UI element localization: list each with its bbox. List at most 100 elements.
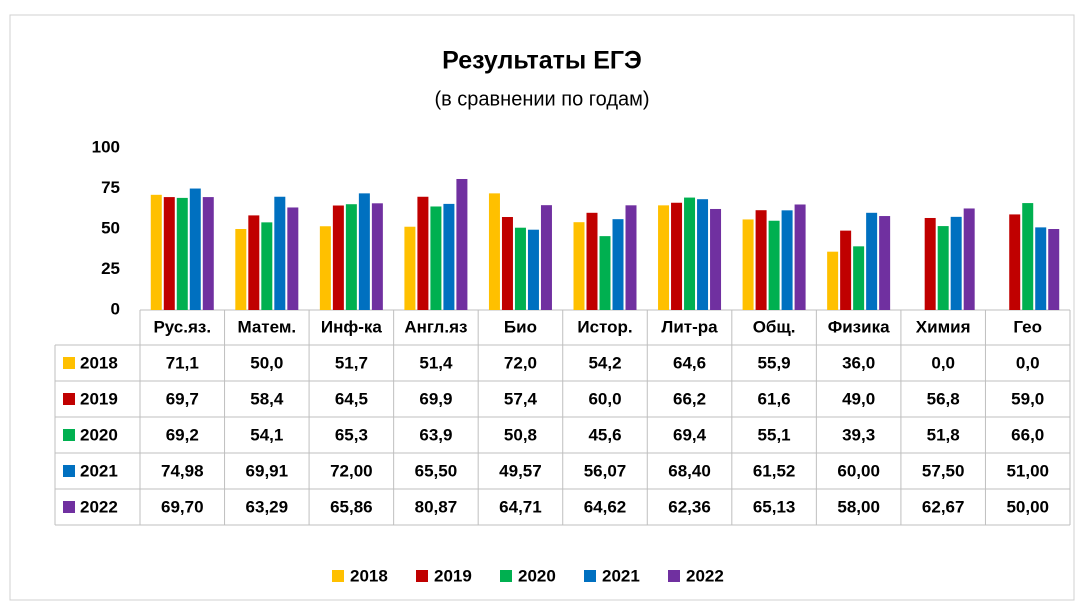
data-table-value: 57,4 <box>504 389 538 408</box>
bar <box>742 219 754 310</box>
bar <box>274 196 286 310</box>
x-tick-label: Инф-ка <box>321 317 383 336</box>
data-table-value: 74,98 <box>161 461 204 480</box>
x-tick-label: Матем. <box>237 317 296 336</box>
data-table-value: 69,7 <box>166 389 199 408</box>
bar <box>287 207 299 310</box>
x-tick-label: Истор. <box>577 317 632 336</box>
data-table-value: 72,00 <box>330 461 373 480</box>
bar <box>1035 227 1047 310</box>
data-table-value: 49,57 <box>499 461 542 480</box>
bar <box>937 226 949 310</box>
data-table-value: 58,00 <box>837 497 880 516</box>
bar <box>879 216 891 310</box>
table-legend-key <box>63 357 75 369</box>
bar <box>176 197 188 310</box>
bar <box>781 210 793 310</box>
data-table-value: 65,86 <box>330 497 373 516</box>
data-table-value: 65,13 <box>753 497 796 516</box>
bar <box>202 197 214 310</box>
data-table-value: 50,00 <box>1006 497 1049 516</box>
bar <box>163 197 175 310</box>
bar <box>248 215 260 310</box>
bar <box>358 193 370 310</box>
bar <box>430 206 442 310</box>
bar <box>189 188 201 310</box>
data-table-value: 69,4 <box>673 425 707 444</box>
table-legend-key <box>63 393 75 405</box>
x-tick-label: Химия <box>916 317 971 336</box>
table-series-name: 2020 <box>80 425 118 444</box>
data-table-value: 45,6 <box>588 425 621 444</box>
bar <box>371 203 383 310</box>
bar <box>755 210 767 310</box>
chart-title: Результаты ЕГЭ <box>442 47 642 75</box>
bar <box>710 208 722 310</box>
data-table-value: 60,0 <box>588 389 621 408</box>
data-table-value: 64,5 <box>335 389 368 408</box>
table-legend-key <box>63 465 75 477</box>
y-tick-label: 75 <box>101 178 120 197</box>
bar <box>586 212 598 310</box>
bar <box>443 203 455 310</box>
x-tick-label: Лит-ра <box>661 317 718 336</box>
bar <box>573 222 585 310</box>
data-table-value: 51,00 <box>1006 461 1049 480</box>
bar <box>1022 203 1034 310</box>
legend-key <box>668 570 680 582</box>
data-table-value: 66,0 <box>1011 425 1044 444</box>
bar <box>1048 229 1060 310</box>
data-table-value: 0,0 <box>1016 353 1040 372</box>
data-table-value: 55,9 <box>758 353 791 372</box>
legend-key <box>500 570 512 582</box>
x-tick-label: Общ. <box>753 317 796 336</box>
data-table-value: 56,8 <box>927 389 960 408</box>
data-table-value: 69,2 <box>166 425 199 444</box>
data-table-value: 61,52 <box>753 461 796 480</box>
chart-subtitle: (в сравнении по годам) <box>434 88 649 110</box>
data-table-value: 69,70 <box>161 497 204 516</box>
x-tick-label: Англ.яз <box>404 317 467 336</box>
x-tick-label: Рус.яз. <box>153 317 211 336</box>
data-table-value: 50,8 <box>504 425 537 444</box>
data-table-value: 51,7 <box>335 353 368 372</box>
bar <box>501 217 513 310</box>
bar <box>150 194 162 310</box>
bar <box>404 226 416 310</box>
bar <box>625 205 637 310</box>
table-series-name: 2022 <box>80 497 118 516</box>
data-table-value: 36,0 <box>842 353 875 372</box>
bar <box>840 230 852 310</box>
y-tick-label: 25 <box>101 259 120 278</box>
table-legend-key <box>63 501 75 513</box>
data-table-value: 60,00 <box>837 461 880 480</box>
bar <box>963 208 975 310</box>
data-table-value: 51,8 <box>927 425 960 444</box>
data-table-value: 64,62 <box>584 497 627 516</box>
data-table-value: 0,0 <box>931 353 955 372</box>
data-table-value: 62,67 <box>922 497 965 516</box>
bar <box>671 202 683 310</box>
bar <box>599 236 611 310</box>
bar <box>697 199 709 310</box>
bar <box>684 197 696 310</box>
bar <box>658 205 670 310</box>
bar <box>866 212 878 310</box>
data-table-value: 54,1 <box>250 425 283 444</box>
bar <box>1009 214 1021 310</box>
bar <box>527 229 539 310</box>
bar <box>827 251 839 310</box>
data-table-value: 69,9 <box>419 389 452 408</box>
legend-key <box>584 570 596 582</box>
bar <box>417 196 429 310</box>
data-table-value: 68,40 <box>668 461 711 480</box>
data-table-value: 72,0 <box>504 353 537 372</box>
bar <box>456 178 468 310</box>
bar <box>612 219 624 310</box>
legend-label: 2018 <box>350 566 388 585</box>
data-table-value: 64,71 <box>499 497 542 516</box>
bar <box>488 193 500 310</box>
bar <box>235 229 247 310</box>
bar <box>514 227 526 310</box>
